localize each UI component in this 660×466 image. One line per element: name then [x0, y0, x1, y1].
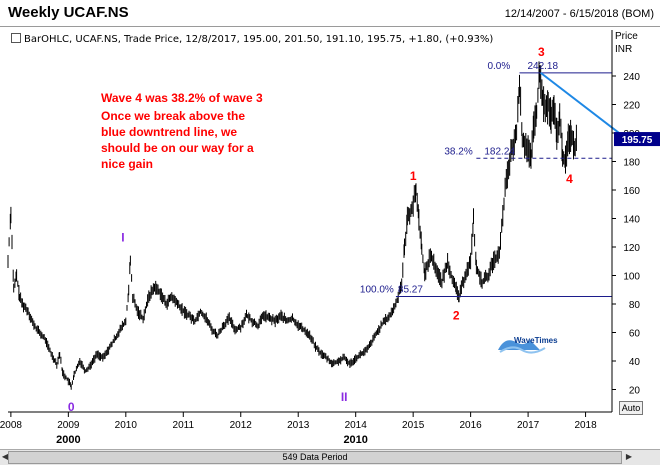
annotation-line-3: blue downtrend line, we: [101, 125, 238, 139]
annotation-line-5: nice gain: [101, 157, 154, 171]
fib-level-pct: 0.0%: [487, 61, 510, 72]
y-tick-label: 80: [629, 300, 641, 311]
price-bars: [7, 61, 577, 390]
x-tick-label: 2009: [57, 420, 80, 431]
wave-label: I: [121, 230, 124, 244]
x-tick-label: 2018: [574, 420, 597, 431]
wave-label: 3: [538, 45, 545, 59]
scroll-right-icon[interactable]: ▶: [625, 452, 633, 461]
price-axis-label: Price: [615, 31, 638, 42]
downtrend-line: [540, 72, 629, 141]
y-tick-label: 60: [629, 329, 641, 340]
auto-scale-button[interactable]: Auto: [619, 401, 643, 415]
y-tick-label: 240: [623, 72, 640, 83]
annotation-line-1: Wave 4 was 38.2% of wave 3: [101, 91, 263, 105]
x-tick-label: 2011: [173, 420, 195, 431]
wavetimes-logo: WaveTimes: [498, 336, 558, 354]
info-line-text: BarOHLC, UCAF.NS, Trade Price, 12/8/2017…: [24, 34, 494, 45]
last-price-badge: 195.75: [614, 132, 660, 147]
y-tick-label: 40: [629, 357, 641, 368]
y-tick-label: 140: [623, 215, 640, 226]
fib-level-value: 242.18: [527, 61, 558, 72]
series-toggle-icon[interactable]: [11, 33, 21, 43]
annotation-line-4: should be on our way for a: [101, 141, 254, 155]
chart-title: Weekly UCAF.NS: [8, 4, 129, 21]
x-tick-label: 2010: [115, 420, 138, 431]
y-tick-label: 160: [623, 186, 640, 197]
info-line: BarOHLC, UCAF.NS, Trade Price, 12/8/2017…: [11, 33, 493, 45]
x-tick-label: 2016: [460, 420, 483, 431]
y-tick-label: 120: [623, 243, 640, 254]
scroll-left-icon[interactable]: ◀: [1, 452, 9, 461]
decade-label: 2010: [343, 434, 367, 446]
x-tick-label: 2012: [230, 420, 253, 431]
watermark-text: WaveTimes: [514, 336, 558, 345]
x-tick-label: 2013: [287, 420, 310, 431]
last-price-bg: [614, 132, 660, 147]
x-tick-label: 2017: [517, 420, 540, 431]
y-tick-label: 20: [629, 386, 641, 397]
wave-label: 4: [566, 172, 573, 186]
fib-level-pct: 100.0%: [360, 284, 394, 295]
x-tick-label: 2014: [345, 420, 368, 431]
wave-logo-swoosh: [499, 346, 546, 354]
y-tick-label: 220: [623, 101, 640, 112]
fib-level-pct: 38.2%: [444, 146, 472, 157]
y-tick-label: 100: [623, 272, 640, 283]
header-divider: [0, 26, 660, 27]
fib-level-value: 85.27: [398, 284, 423, 295]
fib-level-value: 182.24: [484, 146, 515, 157]
currency-label: INR: [615, 44, 633, 55]
annotation-line-2: Once we break above the: [101, 109, 246, 123]
y-tick-label: 180: [623, 158, 640, 169]
wave-label: 0: [68, 400, 75, 414]
wave-label: 2: [453, 309, 460, 323]
wave-label: II: [341, 390, 348, 404]
x-tick-label: 2015: [402, 420, 425, 431]
scrollbar-thumb[interactable]: 549 Data Period: [8, 451, 622, 464]
decade-label: 2000: [56, 434, 80, 446]
last-price-label: 195.75: [622, 135, 653, 146]
wave-label: 1: [410, 169, 417, 183]
x-tick-label: 2008: [0, 420, 22, 431]
date-range: 12/14/2007 - 6/15/2018 (BOM): [504, 8, 654, 20]
